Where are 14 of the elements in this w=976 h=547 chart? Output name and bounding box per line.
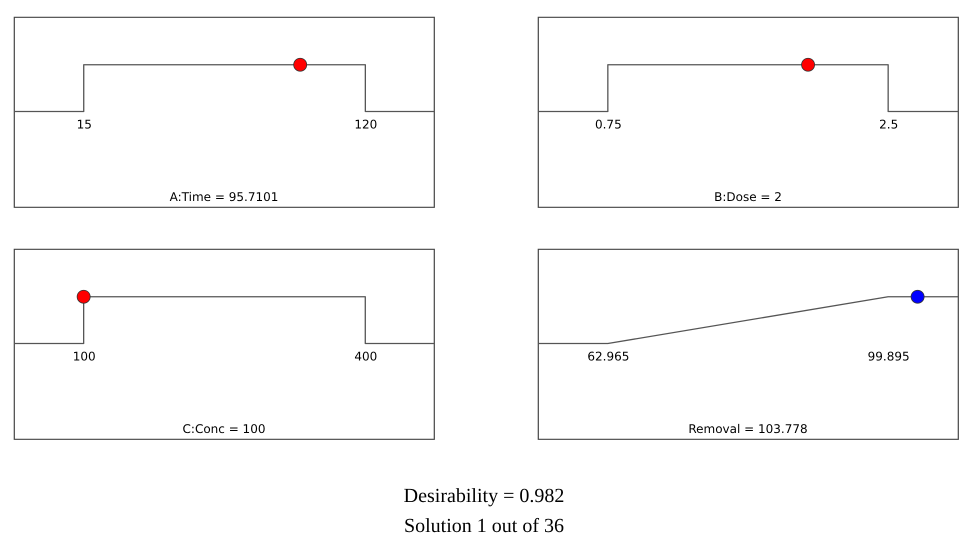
x-tick-label: 62.965 xyxy=(587,350,630,364)
text: Desirability = 0.982 xyxy=(404,485,564,507)
x-tick-label: 100 xyxy=(72,350,96,364)
x-tick-label: 120 xyxy=(354,118,378,132)
x-axis-title: C:Conc = 100 xyxy=(182,422,266,436)
x-tick-label: 99.895 xyxy=(868,350,910,364)
x-axis-title: B:Dose = 2 xyxy=(714,190,782,204)
text: Solution 1 out of 36 xyxy=(404,515,564,537)
x-tick-label: 2.5 xyxy=(879,118,898,132)
x-tick-label: 0.75 xyxy=(594,118,622,132)
x-tick-label: 400 xyxy=(354,350,378,364)
x-tick-label: 15 xyxy=(76,118,92,132)
x-axis-title: A:Time = 95.7101 xyxy=(170,190,278,204)
x-axis-title: Removal = 103.778 xyxy=(688,422,808,436)
